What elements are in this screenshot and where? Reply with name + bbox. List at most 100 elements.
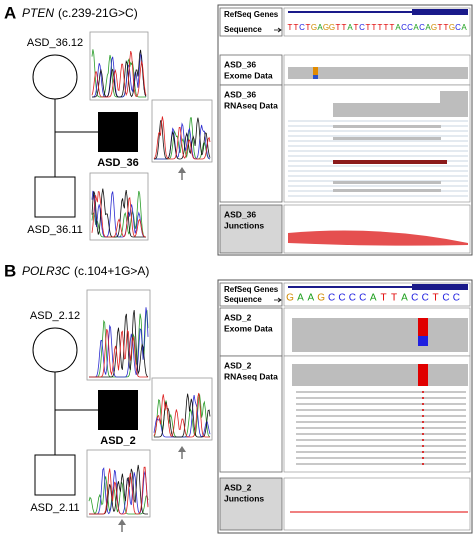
sequence-base: C [411,293,418,304]
sequence-base: T [390,23,395,32]
track-label-box [219,84,283,203]
sequence-base: A [413,23,419,32]
sequence-base: T [391,293,397,304]
track-label-box [219,355,283,473]
gene-name: POLR3C [22,264,70,278]
sequence-base: A [297,293,304,304]
chromatogram-trace [92,49,147,98]
track-label-box [219,7,283,37]
sequence-base: C [453,293,460,304]
track-label-box [219,282,283,307]
variant: (c.239-21G>C) [58,6,138,20]
sequence-base: T [372,23,377,32]
sequence-base: A [317,23,323,32]
sequence-base: C [359,293,366,304]
sequence-base: T [366,23,371,32]
track-label: ASD_36 [224,209,256,219]
coverage [288,67,468,79]
track-label: ASD_36 [224,59,256,69]
sequence-base: T [444,23,449,32]
panel-letter: A [4,3,16,22]
sequence-base: T [354,23,359,32]
chromatogram-trace [91,191,147,238]
track-box [283,204,471,254]
sequence-base: A [401,293,408,304]
chromatogram-trace [91,190,146,238]
sequence-base: C [338,293,345,304]
mother-label: ASD_2.12 [30,310,80,322]
sequence-base: C [299,23,305,32]
panel-title: POLR3C (c.104+1G>A) [22,264,149,278]
track-label: RNAseq Data [224,100,278,110]
sequence-base: C [419,23,425,32]
male-symbol [34,176,76,218]
chromatogram-trace [154,122,211,160]
junction-arc [288,230,468,246]
female-symbol [32,54,78,100]
sequence-base: G [311,23,317,32]
sequence-arrow [274,27,282,33]
refseq-label: RefSeq Genes [224,10,279,19]
variant: (c.104+1G>A) [74,264,149,278]
gene-name: PTEN [22,6,54,20]
sequence-base: G [431,23,437,32]
track-label: ASD_2 [224,482,252,492]
coverage [292,318,468,352]
track-label: ASD_36 [224,89,256,99]
sequence-base: A [425,23,431,32]
read-highlight [333,160,447,164]
track-label: Exome Data [224,70,273,80]
arrow-head [178,446,186,452]
father-label: ASD_2.11 [30,502,79,514]
sequence-base: C [328,293,335,304]
exon-block [412,284,468,290]
chromatogram-trace [91,50,147,98]
sequence-base: A [461,23,467,32]
chromatogram-trace [153,117,211,160]
sequence-base: T [438,23,443,32]
track-label-box [219,307,283,357]
arrow-head [118,519,126,525]
sequence-base: G [286,293,294,304]
sequence-base: T [288,23,293,32]
coverage [333,103,468,117]
track-label: RNAseq Data [224,371,278,381]
father-label: ASD_36.11 [27,224,82,236]
variant-base [418,336,428,346]
chromatogram-trace [89,328,148,378]
affected-male-symbol [98,112,138,152]
sequence-base: T [433,293,439,304]
chromatogram-trace [89,307,149,378]
track-label: ASD_2 [224,312,252,322]
read [333,125,441,128]
chromatogram-trace [153,392,210,438]
variant-base [313,75,318,79]
sequence-base: T [384,23,389,32]
track-label-box [219,477,283,531]
mother-label: ASD_36.12 [27,37,83,49]
sequence-base: T [342,23,347,32]
sequence-base: C [349,293,356,304]
sequence-base: T [381,293,387,304]
track-label-box [219,204,283,254]
track-label: Junctions [224,220,264,230]
sequence-base: T [294,23,299,32]
chromatogram-trace [154,393,211,438]
sequence-label: Sequence [224,295,262,304]
affected-male-symbol [98,390,138,430]
sequence-label: Sequence [224,25,262,34]
panel-letter: B [4,261,16,280]
sequence-base: C [442,293,449,304]
coverage [440,91,468,117]
chromatogram-trace [89,466,149,515]
sequence-base: C [359,23,365,32]
sequence-base: C [407,23,413,32]
sequence-base: C [455,23,461,32]
proband-label: ASD_36 [97,157,139,169]
sequence-base: G [329,23,335,32]
sequence-base: A [370,293,377,304]
track-label: Exome Data [224,323,273,333]
sequence-base: T [306,23,311,32]
sequence-arrow [274,297,282,303]
sequence-base: C [422,293,429,304]
